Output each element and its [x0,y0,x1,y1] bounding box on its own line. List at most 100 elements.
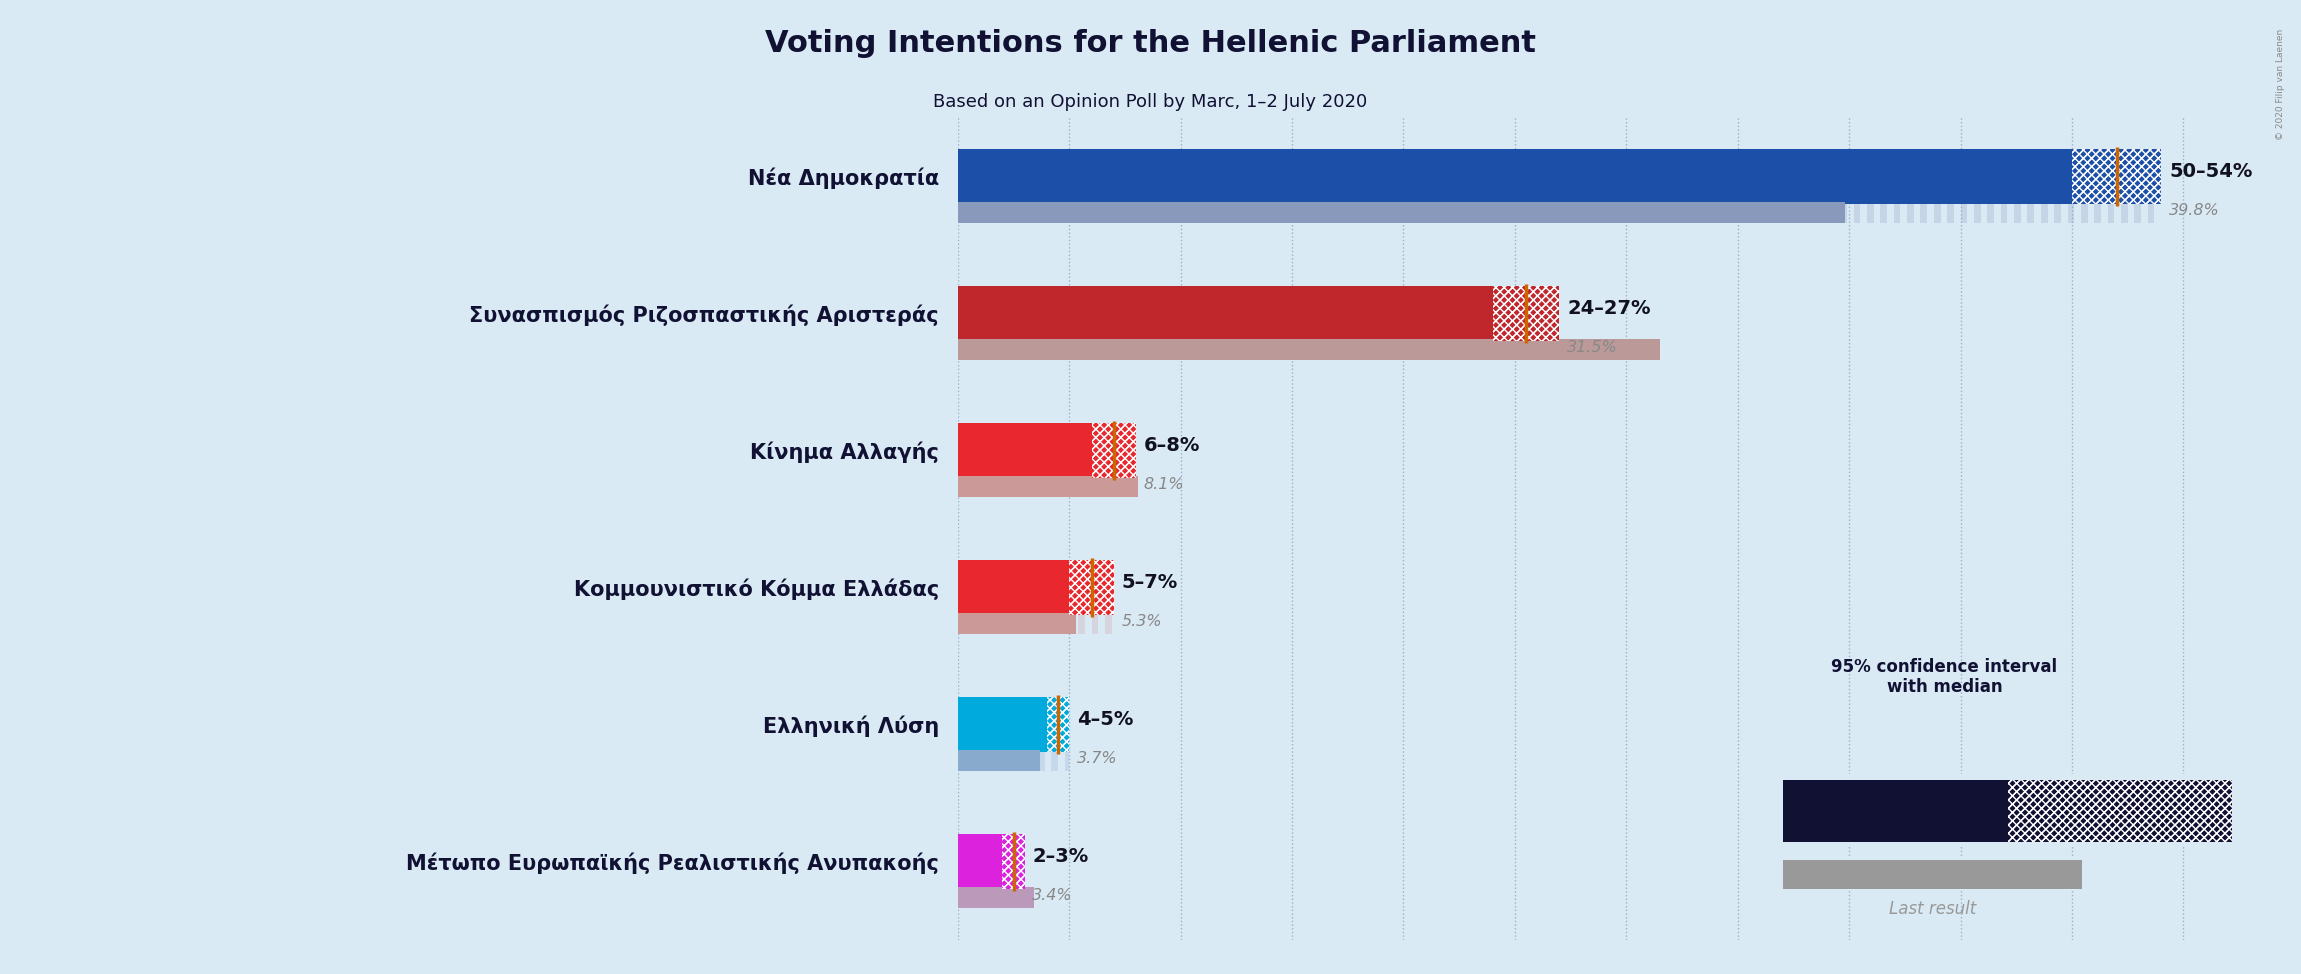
Bar [1104,202,1111,223]
Bar [1360,286,1364,341]
Bar [1974,149,1981,204]
Bar [1070,560,1114,615]
Bar [1238,339,1245,359]
Bar [1427,149,1434,204]
Bar [1466,339,1473,359]
Bar [1132,475,1137,497]
Bar [1052,339,1058,359]
Bar [1680,202,1687,223]
Bar [985,286,992,341]
Bar [1413,149,1420,204]
Bar [1947,202,1954,223]
Bar [971,750,978,770]
Bar [1010,613,1017,634]
Bar [957,475,1139,497]
Bar [2006,780,2232,842]
Bar [1866,149,1873,204]
Bar [1146,339,1153,359]
Bar [1493,149,1500,204]
Bar [1047,697,1070,752]
Bar [1104,423,1111,478]
Bar [1574,202,1578,223]
Bar [2041,202,2048,223]
Bar [1694,202,1700,223]
Bar [2147,149,2154,204]
Bar [1091,339,1098,359]
Bar [1038,202,1045,223]
Bar [1438,286,1445,341]
Bar [1010,834,1017,889]
Bar [2094,149,2101,204]
Bar [1332,286,1339,341]
Bar [1146,149,1153,204]
Bar [1452,149,1459,204]
Bar [1332,339,1339,359]
Bar [1003,834,1024,889]
Bar [971,202,978,223]
Bar [1065,423,1072,478]
Bar [1091,423,1098,478]
Bar [1279,339,1286,359]
Bar [2000,202,2006,223]
Bar [1052,286,1058,341]
Bar [1760,149,1767,204]
Bar [1346,339,1353,359]
Bar [2069,149,2073,204]
Bar [2006,780,2232,842]
Bar [999,149,1006,204]
Bar [957,560,964,615]
Bar [999,834,1006,889]
Bar [1185,202,1192,223]
Bar [1466,149,1473,204]
Bar [1118,475,1125,497]
Bar [1399,286,1406,341]
Bar [1493,202,1500,223]
Bar [957,834,1003,889]
Bar [1010,475,1017,497]
Bar [1493,286,1500,341]
Bar [1104,475,1111,497]
Bar [1788,202,1792,223]
Bar [1065,202,1072,223]
Bar [1346,286,1353,341]
Bar [1024,613,1031,634]
Text: Based on an Opinion Poll by Marc, 1–2 July 2020: Based on an Opinion Poll by Marc, 1–2 Ju… [934,93,1367,110]
Bar [1318,339,1325,359]
Bar [1293,339,1298,359]
Bar [1199,339,1206,359]
Bar [1091,202,1098,223]
Bar [1774,149,1781,204]
Bar [999,423,1006,478]
Bar [999,475,1006,497]
Bar [1627,149,1634,204]
Bar [1052,750,1058,770]
Bar [1613,149,1620,204]
Bar [957,475,964,497]
Bar [1519,149,1526,204]
Bar [1774,202,1781,223]
Bar [1052,613,1058,634]
Bar [971,834,978,889]
Bar [1505,339,1512,359]
Bar [2071,149,2161,204]
Bar [1585,202,1592,223]
Bar [1399,339,1406,359]
Bar [1788,149,1792,204]
Bar [1024,560,1031,615]
Bar [999,697,1006,752]
Bar [1960,149,1967,204]
Bar [2135,202,2142,223]
Bar [1493,286,1560,341]
Bar [1171,149,1178,204]
Bar [1070,560,1114,615]
Bar [957,149,964,204]
Bar [1466,286,1473,341]
Bar [1104,286,1111,341]
Text: 24–27%: 24–27% [1567,299,1650,318]
Bar [957,750,964,770]
Bar [971,886,978,908]
Bar [957,834,964,889]
Bar [2108,202,2115,223]
Bar [1199,149,1206,204]
Bar [1213,149,1220,204]
